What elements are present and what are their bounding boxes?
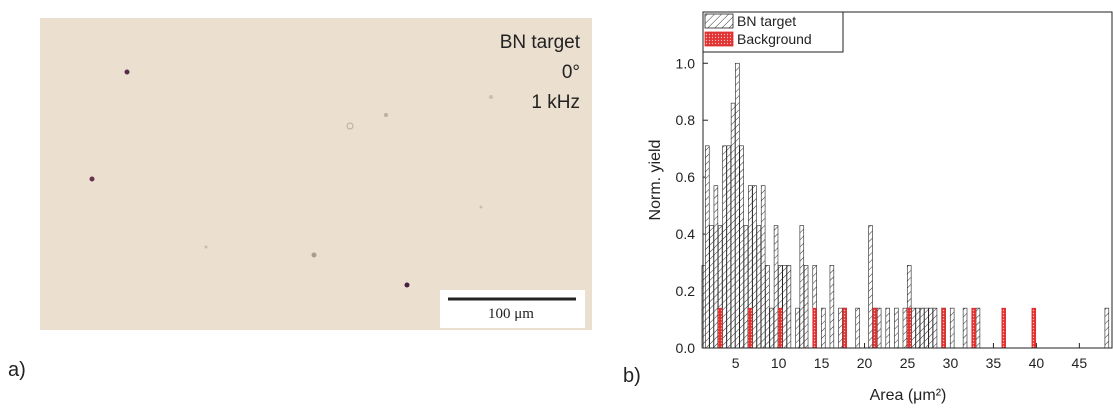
- bar: [975, 307, 981, 349]
- bar: [786, 265, 792, 349]
- bar: [752, 185, 757, 349]
- annotation: BN target: [500, 32, 581, 53]
- scale-bar-label: 100 μm: [488, 306, 534, 322]
- panel-label: b): [623, 365, 641, 387]
- bar: [876, 307, 882, 349]
- bar: [868, 225, 873, 349]
- bar: [735, 62, 740, 349]
- bar: [949, 307, 955, 349]
- x-tick-label: 25: [900, 355, 916, 371]
- bar: [717, 307, 723, 349]
- bar: [713, 185, 719, 349]
- bar: [911, 307, 916, 349]
- scale-bar-box: [440, 290, 585, 328]
- bar: [932, 307, 938, 349]
- legend-swatch: [704, 31, 734, 47]
- x-tick-label: 30: [943, 355, 959, 371]
- bar: [756, 225, 762, 349]
- bar: [885, 307, 890, 349]
- bar: [872, 307, 878, 349]
- bar: [842, 307, 848, 349]
- panel-label: a): [8, 359, 26, 381]
- x-tick-label: 10: [771, 355, 787, 371]
- bar: [739, 145, 744, 349]
- bar: [705, 145, 710, 349]
- bar: [902, 307, 908, 349]
- bar: [924, 307, 929, 349]
- y-tick-label: 1.0: [676, 55, 696, 71]
- bar: [769, 307, 774, 349]
- bar: [941, 307, 946, 349]
- y-tick-label: 0.2: [676, 283, 696, 299]
- bar: [919, 307, 925, 349]
- bar: [709, 225, 714, 349]
- bar: [812, 307, 817, 349]
- bar: [855, 307, 860, 349]
- bar: [829, 265, 835, 349]
- bar: [894, 307, 899, 349]
- annotation: 1 kHz: [531, 92, 580, 113]
- x-tick-label: 35: [986, 355, 1002, 371]
- x-tick-label: 5: [732, 355, 740, 371]
- x-tick-label: 45: [1072, 355, 1088, 371]
- y-tick-label: 0.4: [676, 226, 696, 242]
- legend-frame: [702, 11, 844, 53]
- bar: [971, 307, 976, 349]
- x-tick-label: 15: [814, 355, 830, 371]
- y-tick-label: 0.8: [676, 112, 696, 128]
- x-axis-label: Area (μm²): [870, 387, 947, 404]
- micrograph: BN target 0° 1 kHz 100 μm: [40, 18, 592, 330]
- y-tick-label: 0.0: [676, 340, 696, 356]
- bar: [1031, 307, 1037, 349]
- bar: [782, 265, 787, 349]
- bar: [1104, 307, 1110, 349]
- bar: [748, 307, 753, 349]
- bar: [838, 307, 843, 349]
- bar: [962, 307, 968, 349]
- bar: [803, 265, 809, 349]
- y-axis-label: Norm. yield: [647, 140, 664, 221]
- annotation: 0°: [562, 62, 580, 83]
- bar: [730, 102, 736, 349]
- bar: [726, 145, 732, 349]
- bar: [778, 307, 783, 349]
- bar: [928, 307, 933, 349]
- bar: [722, 145, 727, 349]
- bar: [773, 225, 779, 349]
- bar: [799, 225, 805, 349]
- bar: [743, 225, 749, 349]
- x-tick-label: 20: [857, 355, 873, 371]
- legend-label: BN target: [737, 13, 796, 29]
- x-tick-label: 40: [1029, 355, 1045, 371]
- legend-label: Background: [737, 31, 812, 47]
- bar: [760, 185, 766, 349]
- axes-frame: [702, 11, 1113, 349]
- bar: [795, 307, 800, 349]
- bar: [915, 307, 921, 349]
- bar: [906, 307, 912, 349]
- y-tick-label: 0.6: [676, 169, 696, 185]
- plot: 0.0 0.2 0.4 0.6 0.8 1.0 5 10 15 20 25 30 35 40 45 BN ta…: [676, 11, 1113, 371]
- bar: [765, 265, 770, 349]
- legend-swatch: [704, 13, 734, 29]
- micrograph-background: [40, 18, 592, 330]
- bar: [1001, 307, 1006, 349]
- bar: [821, 307, 826, 349]
